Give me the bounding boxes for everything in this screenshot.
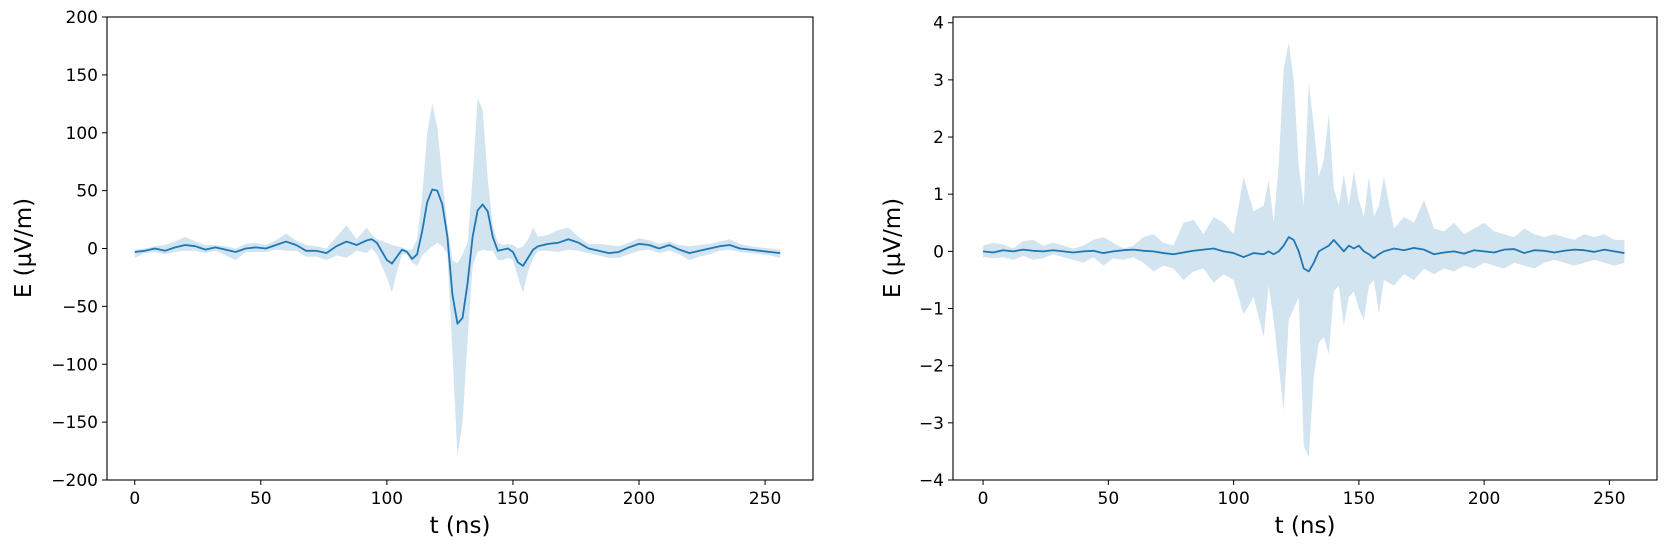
left-xtick-label: 100 xyxy=(371,489,403,509)
left-ytick-label: 150 xyxy=(66,66,98,86)
left-series-0-line xyxy=(134,188,781,325)
right-ytick-label: −1 xyxy=(919,300,944,320)
left-ytick-label: 100 xyxy=(66,124,98,144)
right-ticks: 0 50 100 150 200 250 −4 −3 −2 −1 0 1 2 3 4 xyxy=(919,14,1626,509)
left-x-axis-label: t (ns) xyxy=(430,513,491,539)
right-ytick-label: 0 xyxy=(933,242,944,262)
right-ytick-label: 3 xyxy=(933,71,944,91)
left-xtick-label: 150 xyxy=(497,489,529,509)
left-ytick-label: 200 xyxy=(66,8,98,28)
right-ytick-label: −2 xyxy=(919,357,944,377)
right-ytick-label: −4 xyxy=(919,471,944,491)
left-ytick-label: 0 xyxy=(87,240,98,260)
right-ytick-label: 1 xyxy=(933,185,944,205)
left-xtick-label: 200 xyxy=(623,489,655,509)
right-axes-frame xyxy=(952,16,1658,481)
right-ytick-label: 4 xyxy=(933,14,944,34)
right-xtick-label: 50 xyxy=(1098,489,1120,509)
right-ytick-label: 2 xyxy=(933,128,944,148)
right-plot-area xyxy=(982,42,1625,458)
right-xtick-label: 150 xyxy=(1343,489,1375,509)
left-ytick-label: −150 xyxy=(51,413,98,433)
right-y-axis-label: E (µV/m) xyxy=(880,198,906,298)
right-xtick-label: 250 xyxy=(1593,489,1625,509)
right-x-axis-label: t (ns) xyxy=(1275,513,1336,539)
left-chart: 0 50 100 150 200 250 −200 −150 −100 −50 0 50 100 150 2… xyxy=(11,8,814,539)
left-plot-area xyxy=(134,98,781,457)
right-xtick-label: 200 xyxy=(1468,489,1500,509)
left-xtick-label: 250 xyxy=(749,489,781,509)
left-xtick-label: 50 xyxy=(250,489,272,509)
left-ytick-label: 50 xyxy=(76,182,98,202)
left-xtick-label: 0 xyxy=(129,489,140,509)
right-xtick-label: 0 xyxy=(978,489,989,509)
right-xtick-label: 100 xyxy=(1217,489,1249,509)
left-y-axis-label: E (µV/m) xyxy=(11,198,37,298)
right-ytick-label: −3 xyxy=(919,414,944,434)
right-chart: 0 50 100 150 200 250 −4 −3 −2 −1 0 1 2 3 4 t (ns) E (µ… xyxy=(880,14,1658,539)
left-ytick-label: −200 xyxy=(51,471,98,491)
left-ytick-label: −50 xyxy=(62,297,98,317)
right-series-0-line xyxy=(982,236,1625,273)
right-series-0-band xyxy=(983,42,1625,458)
left-axes-frame xyxy=(106,16,814,481)
left-series-0-band xyxy=(134,98,781,457)
left-ticks: 0 50 100 150 200 250 −200 −150 −100 −50 0 50 100 150 2… xyxy=(51,8,781,509)
left-ytick-label: −100 xyxy=(51,355,98,375)
